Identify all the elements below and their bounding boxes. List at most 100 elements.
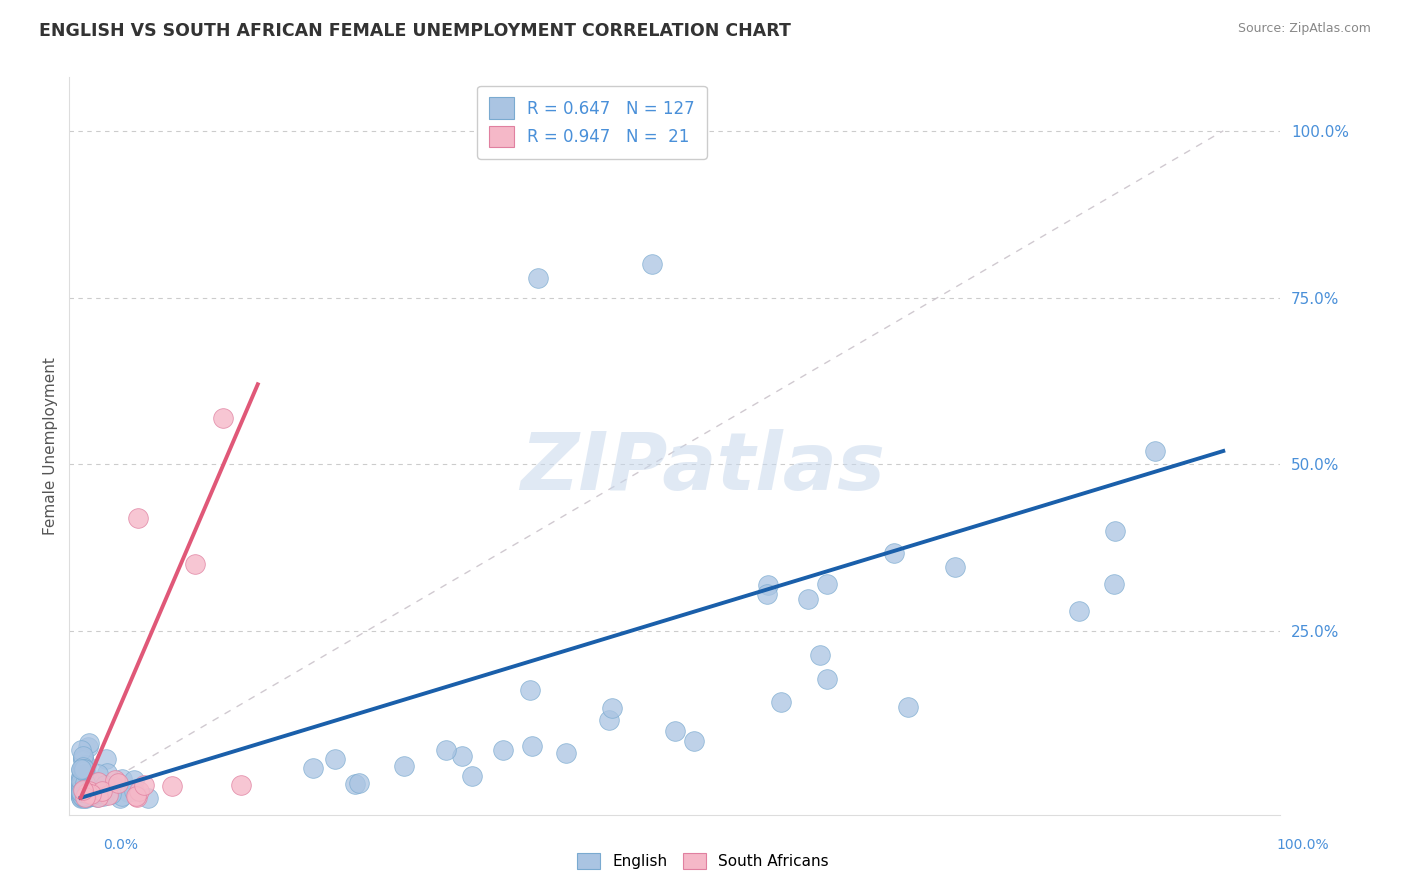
Point: [100, 787, 122, 801]
Point: [756, 587, 779, 601]
Point: [70, 788, 93, 802]
Point: [128, 783, 150, 797]
Point: [70, 780, 93, 795]
Point: [69, 780, 91, 794]
Point: [69, 762, 91, 776]
Point: [69, 790, 91, 805]
Point: [75, 788, 97, 802]
Point: [69, 780, 91, 795]
Point: [461, 769, 484, 783]
Point: [70, 789, 93, 804]
Point: [69, 789, 91, 804]
Point: [125, 789, 148, 804]
Point: [73, 764, 96, 778]
Point: [69, 783, 91, 797]
Point: [110, 789, 132, 804]
Point: [72, 762, 94, 776]
Point: [73, 764, 96, 778]
Point: [90, 784, 112, 798]
Point: [73, 785, 96, 799]
Point: [343, 777, 366, 791]
Point: [600, 701, 623, 715]
Point: [75, 790, 97, 805]
Legend: English, South Africans: English, South Africans: [571, 847, 835, 875]
Point: [756, 578, 779, 592]
Point: [73, 790, 96, 805]
Point: [73, 780, 96, 794]
Point: [72, 783, 94, 797]
Point: [77, 787, 100, 801]
Point: [69, 782, 91, 797]
Point: [69, 781, 91, 796]
Point: [598, 713, 620, 727]
Point: [77, 784, 100, 798]
Point: [75, 758, 97, 772]
Point: [72, 753, 94, 767]
Point: [519, 682, 541, 697]
Point: [72, 752, 94, 766]
Text: Source: ZipAtlas.com: Source: ZipAtlas.com: [1237, 22, 1371, 36]
Point: [70, 770, 93, 784]
Point: [69, 776, 91, 790]
Point: [69, 770, 91, 784]
Point: [70, 778, 93, 792]
Text: 100.0%: 100.0%: [1277, 838, 1329, 852]
Point: [883, 546, 905, 560]
Point: [125, 789, 148, 803]
Point: [89, 786, 111, 800]
Point: [73, 789, 96, 804]
Point: [184, 558, 207, 572]
Point: [302, 761, 325, 775]
Point: [815, 576, 838, 591]
Point: [69, 787, 91, 801]
Point: [79, 785, 101, 799]
Point: [229, 778, 252, 792]
Point: [526, 270, 548, 285]
Point: [769, 695, 792, 709]
Point: [683, 734, 706, 748]
Point: [492, 743, 515, 757]
Point: [77, 739, 100, 754]
Point: [347, 775, 370, 789]
Point: [80, 785, 103, 799]
Point: [212, 410, 235, 425]
Point: [434, 743, 457, 757]
Point: [84, 783, 107, 797]
Point: [72, 749, 94, 764]
Point: [72, 761, 94, 775]
Point: [79, 789, 101, 803]
Point: [69, 789, 91, 804]
Point: [1067, 604, 1090, 618]
Point: [111, 772, 134, 786]
Point: [520, 739, 543, 754]
Point: [69, 789, 91, 804]
Point: [392, 759, 415, 773]
Point: [73, 780, 96, 794]
Point: [75, 789, 97, 804]
Point: [97, 789, 120, 803]
Point: [72, 751, 94, 765]
Point: [72, 759, 94, 773]
Point: [70, 786, 93, 800]
Point: [70, 789, 93, 804]
Point: [76, 787, 98, 801]
Point: [96, 752, 118, 766]
Point: [87, 789, 110, 804]
Point: [76, 785, 98, 799]
Point: [72, 783, 94, 797]
Point: [122, 772, 145, 787]
Point: [160, 780, 183, 794]
Point: [1102, 577, 1125, 591]
Point: [117, 785, 139, 799]
Point: [80, 788, 103, 802]
Point: [72, 789, 94, 804]
Text: ZIPatlas: ZIPatlas: [520, 429, 886, 508]
Point: [70, 763, 93, 777]
Point: [70, 772, 93, 787]
Point: [80, 789, 103, 804]
Point: [73, 789, 96, 804]
Point: [70, 785, 93, 799]
Point: [70, 782, 93, 797]
Point: [97, 783, 120, 797]
Point: [70, 743, 93, 757]
